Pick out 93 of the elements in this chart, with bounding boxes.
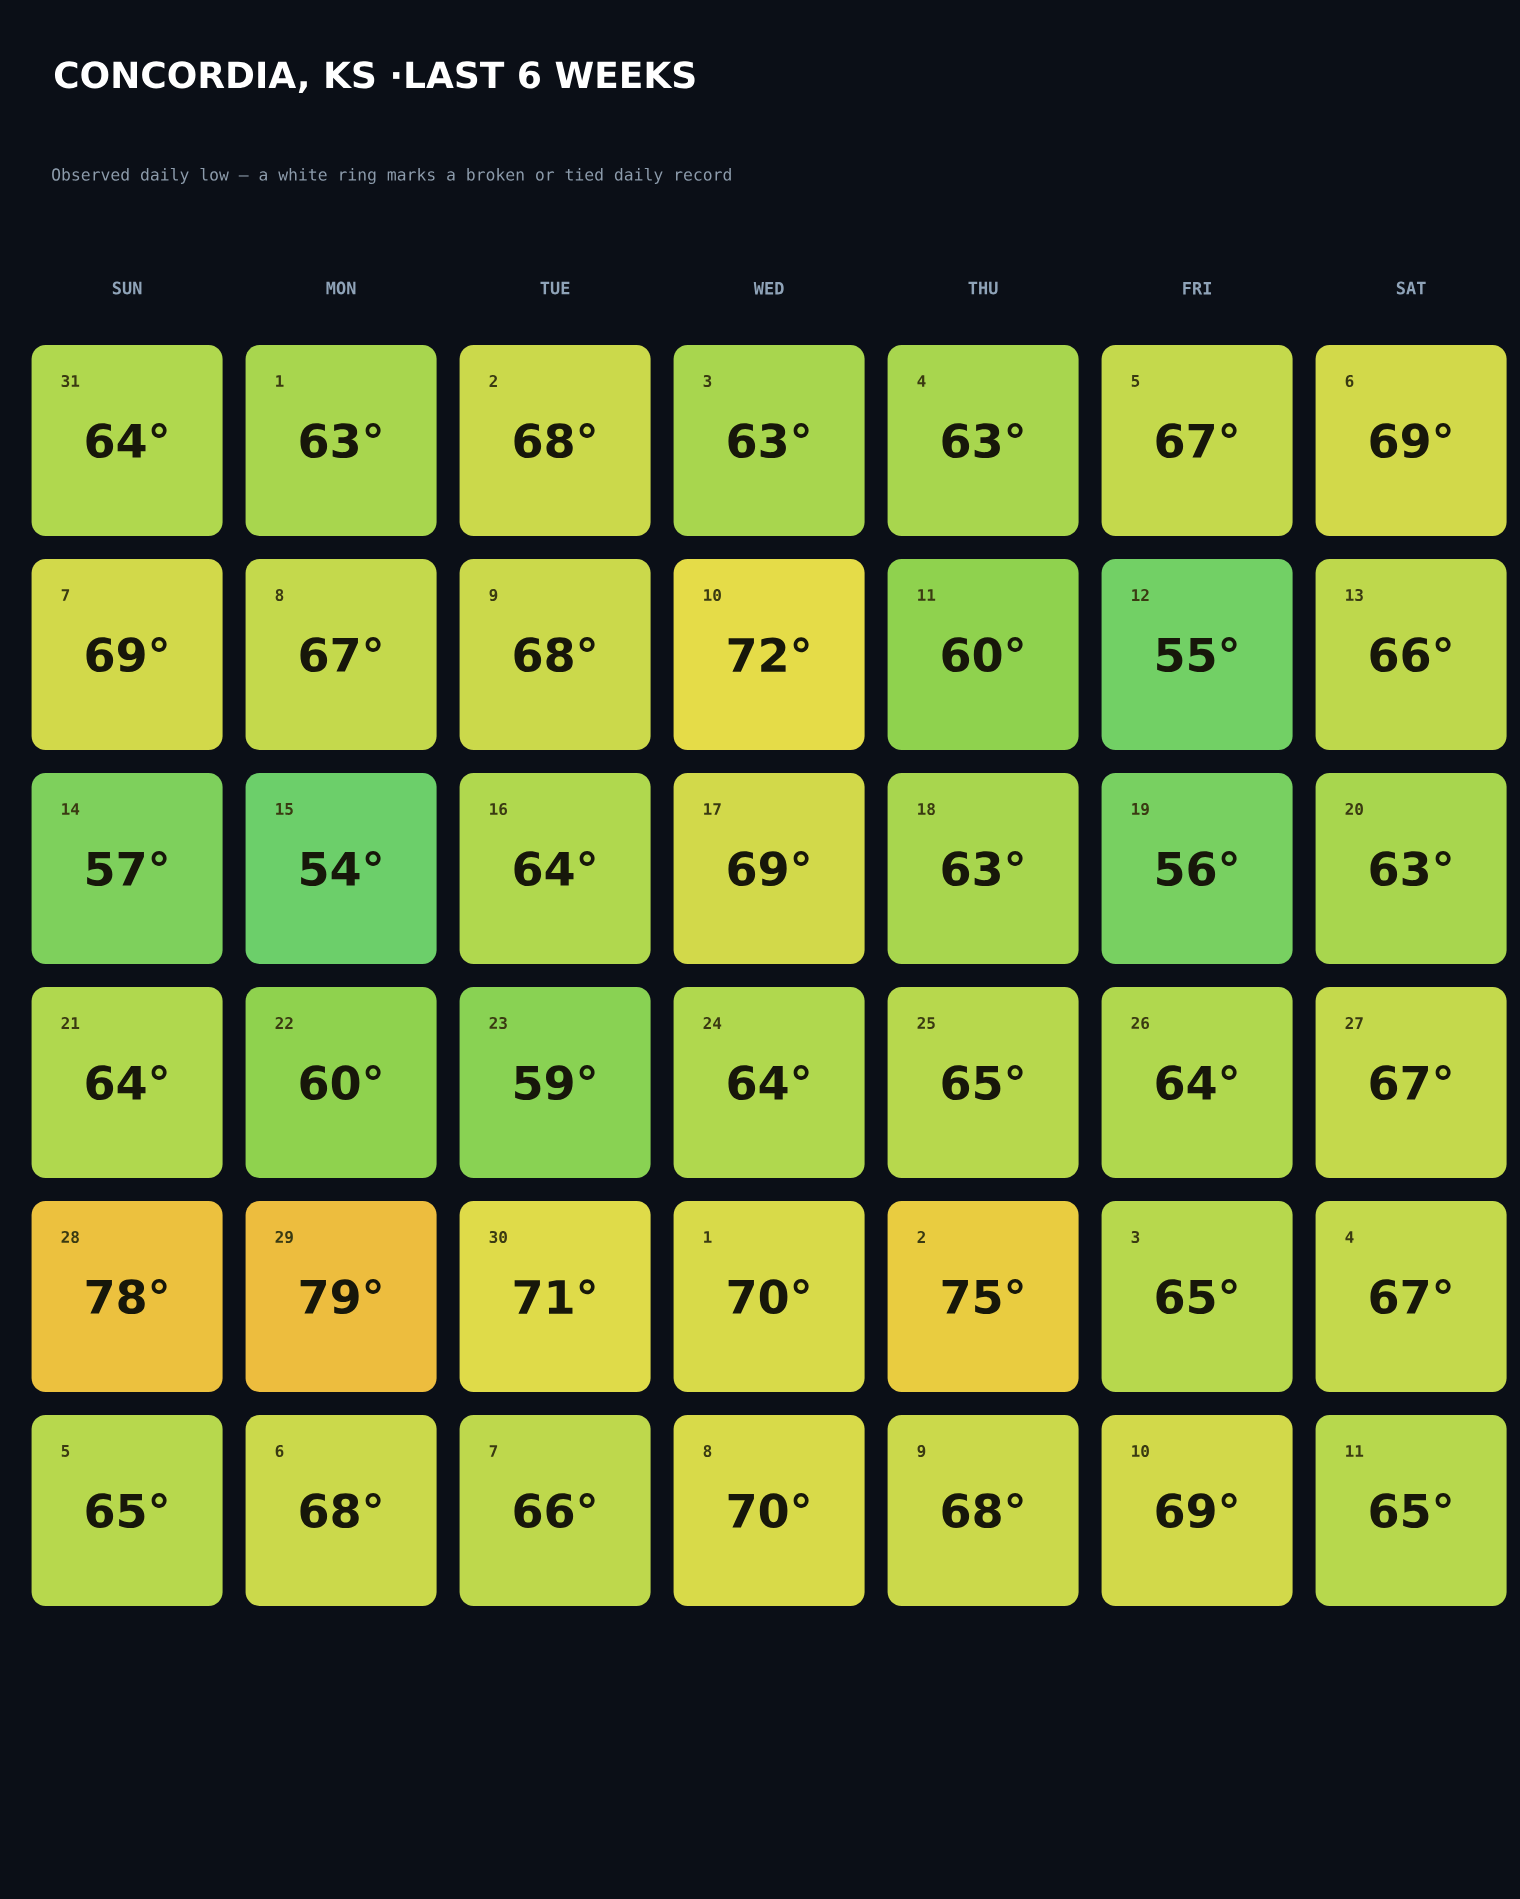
annotation: 20 [1345,802,1363,816]
annotation: 30 [489,1230,507,1244]
data-label: 63° [300,422,381,459]
data-label: 72° [728,637,809,672]
data-label: 69° [728,850,809,887]
annotation: 4 [917,375,926,387]
annotation: 1 [704,1231,712,1243]
annotation: 19 [1132,802,1149,816]
data-label: 65° [942,1064,1023,1101]
data-label: 59° [515,1064,595,1101]
data-label: 57° [87,850,167,887]
x-tick-label: SAT [1396,281,1426,295]
data-label: 66° [514,1492,595,1529]
data-label: 60° [300,1064,381,1101]
data-label: 69° [86,636,167,673]
x-tick-label: THU [968,281,998,295]
annotation: 3 [703,374,712,388]
data-label: 60° [942,636,1023,673]
data-label: 54° [301,850,381,887]
data-label: 70° [728,1278,809,1315]
data-label: 67° [1370,1278,1451,1315]
annotation: 10 [1132,1444,1149,1458]
annotation: 7 [489,1445,498,1457]
data-label: 63° [1370,850,1451,887]
annotation: 9 [489,588,498,602]
annotation: 25 [917,1016,935,1030]
annotation: 10 [704,588,721,602]
annotation: 27 [1345,1017,1363,1029]
data-label: 68° [514,422,595,459]
data-label: 64° [86,1064,167,1101]
data-label: 63° [728,422,809,459]
annotation: 2 [917,1231,925,1243]
data-label: 75° [942,1278,1023,1315]
data-label: 67° [1370,1064,1451,1101]
annotation: 5 [61,1445,70,1457]
annotation: 22 [275,1017,293,1029]
data-label: 56° [1157,850,1237,887]
data-label: 63° [942,850,1023,887]
x-tick-label: FRI [1183,282,1211,295]
annotation: 17 [704,803,721,815]
data-label: 65° [1370,1492,1451,1529]
annotation: 24 [703,1017,722,1029]
annotation: 7 [61,589,70,601]
annotation: 4 [1345,1231,1354,1243]
data-label: 64° [514,850,595,887]
annotation: 18 [918,802,935,816]
annotation: 29 [275,1230,293,1244]
annotation: 11 [918,589,936,601]
data-label: 68° [514,636,595,673]
annotation: 14 [62,803,80,815]
x-tick-label: TUE [540,281,570,295]
annotation: 26 [1131,1016,1149,1030]
x-tick-label: WED [753,282,784,295]
annotation: 12 [1132,589,1149,601]
annotation: 2 [489,375,497,387]
data-label: 79° [300,1278,381,1315]
data-label: 69° [1370,422,1451,459]
data-label: 65° [86,1492,167,1529]
data-label: 68° [942,1492,1023,1529]
annotation: 23 [489,1016,507,1030]
annotation: 8 [275,588,284,602]
data-label: 55° [1157,636,1237,673]
data-label: 64° [728,1064,809,1101]
annotation: 13 [1346,588,1363,602]
data-label: 69° [1156,1492,1237,1529]
data-label: 67° [300,636,381,673]
annotation: 8 [703,1444,712,1458]
annotation: 6 [275,1444,284,1458]
data-label: 63° [942,422,1023,459]
annotation: 1 [276,375,284,387]
annotation: 9 [917,1444,926,1458]
x-tick-label: SUN [112,281,142,295]
annotation: 31 [61,374,80,388]
chart-title: CONCORDIA, KS ·LAST 6 WEEKS [54,61,695,94]
data-label: 64° [1156,1064,1237,1101]
annotation: 28 [61,1230,79,1244]
annotation: 15 [276,803,293,815]
data-label: 70° [728,1492,809,1529]
data-label: 78° [86,1278,167,1315]
annotation: 3 [1131,1230,1140,1244]
chart-subtitle: Observed daily low — a white ring marks a broken or tied daily record [52,167,731,184]
annotation: 5 [1131,375,1140,387]
data-label: 66° [1370,636,1451,673]
annotation: 11 [1346,1445,1364,1457]
annotation: 16 [490,802,507,816]
data-label: 67° [1156,422,1237,459]
data-label: 64° [86,422,167,459]
data-label: 65° [1156,1278,1237,1315]
annotation: 6 [1345,374,1354,388]
x-tick-label: MON [326,281,356,295]
annotation: 21 [61,1017,80,1029]
data-label: 71° [514,1279,595,1314]
data-label: 68° [300,1492,381,1529]
